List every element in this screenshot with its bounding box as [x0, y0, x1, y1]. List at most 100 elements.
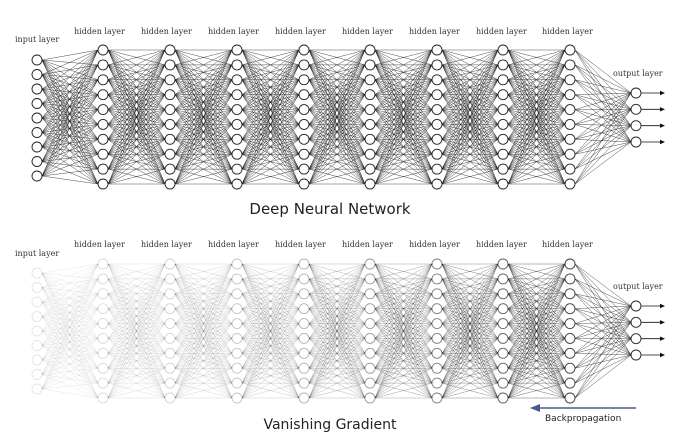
connection-line [308, 293, 366, 369]
connection-line [241, 368, 300, 399]
connection-line [441, 338, 499, 399]
connection-line [174, 338, 233, 384]
connection-line [174, 263, 233, 384]
connection-line [41, 263, 99, 390]
connection-line [41, 272, 99, 309]
connection-line [174, 323, 233, 384]
connection-line [308, 49, 366, 125]
connection-line [308, 338, 366, 399]
connection-line [574, 278, 632, 356]
output-layer-label: output layer [613, 69, 663, 78]
connection-line [374, 382, 433, 399]
connection-line [107, 278, 166, 294]
hidden-layer-label: hidden layer [74, 240, 125, 249]
hidden-layer-label: hidden layer [542, 240, 593, 249]
connection-line [107, 263, 166, 294]
connection-line [41, 278, 99, 332]
connection-line [374, 293, 433, 309]
connection-line [507, 323, 566, 399]
connection-line [374, 308, 433, 324]
connection-line [308, 278, 366, 309]
connection-line [107, 338, 166, 369]
connection-line [574, 94, 632, 143]
backpropagation-label: Backpropagation [545, 414, 621, 424]
hidden-layer-label: hidden layer [409, 240, 460, 249]
hidden-layer-label: hidden layer [476, 27, 527, 36]
hidden-neuron [298, 178, 310, 190]
connection-line [107, 293, 166, 399]
connection-line [174, 263, 233, 294]
connection-line [107, 293, 166, 354]
connection-line [241, 323, 300, 399]
hidden-neuron [298, 362, 310, 374]
connection-line [374, 308, 433, 339]
connection-line [107, 338, 166, 399]
vanishing-gradient-diagram: input layer hidden layer hidden layer hi… [15, 240, 665, 433]
connection-line [308, 293, 366, 354]
connection-line [574, 338, 632, 356]
connection-line [241, 293, 300, 399]
connection-line [107, 323, 166, 369]
connection-line [574, 293, 632, 307]
connection-line [174, 278, 233, 369]
connection-line [574, 323, 632, 356]
connection-line [107, 308, 166, 384]
connection-line [174, 94, 233, 185]
connection-line [174, 263, 233, 354]
connection-line [41, 272, 99, 354]
connection-line [174, 263, 233, 309]
connection-line [308, 353, 366, 384]
connection-line [308, 168, 366, 185]
connection-line [308, 338, 366, 384]
connection-line [308, 49, 366, 110]
connection-line [241, 154, 300, 185]
connection-line [107, 293, 166, 324]
connection-line [441, 263, 499, 399]
connection-line [507, 94, 566, 185]
connection-line [41, 301, 99, 324]
connection-line [441, 49, 499, 125]
connection-line [241, 278, 300, 384]
connection-line [241, 263, 300, 369]
connection-line [174, 278, 233, 384]
hidden-neuron [231, 104, 243, 116]
connection-line [308, 49, 366, 185]
connection-line [41, 367, 99, 375]
connection-line [241, 338, 300, 354]
connection-line [374, 308, 433, 369]
connection-line [174, 293, 233, 354]
connection-line [374, 353, 433, 369]
hidden-neuron [431, 318, 443, 330]
connection-line [41, 263, 99, 375]
connection-line [574, 278, 632, 323]
connection-line [374, 293, 433, 399]
diagram-caption: Vanishing Gradient [263, 417, 397, 433]
connection-line [308, 308, 366, 324]
connection-line [374, 263, 433, 324]
connection-line [574, 94, 632, 110]
connection-line [107, 263, 166, 339]
connection-line [441, 263, 499, 324]
connection-line [441, 154, 499, 185]
connection-line [374, 353, 433, 399]
connection-line [308, 263, 366, 369]
connection-line [241, 139, 300, 185]
connection-line [374, 323, 433, 399]
connection-lines [41, 49, 632, 185]
neuron-nodes [31, 44, 642, 190]
connection-line [241, 323, 300, 354]
connection-line [174, 278, 233, 339]
connection-line [241, 353, 300, 399]
connection-line [308, 293, 366, 369]
connection-line [241, 263, 300, 294]
connection-line [574, 305, 632, 324]
connection-line [241, 293, 300, 384]
hidden-neuron [564, 74, 576, 86]
connection-line [107, 293, 166, 399]
connection-line [107, 278, 166, 384]
connection-line [107, 323, 166, 399]
connection-line [241, 353, 300, 369]
connection-line [107, 168, 166, 185]
connection-line [241, 308, 300, 384]
connection-line [107, 308, 166, 354]
